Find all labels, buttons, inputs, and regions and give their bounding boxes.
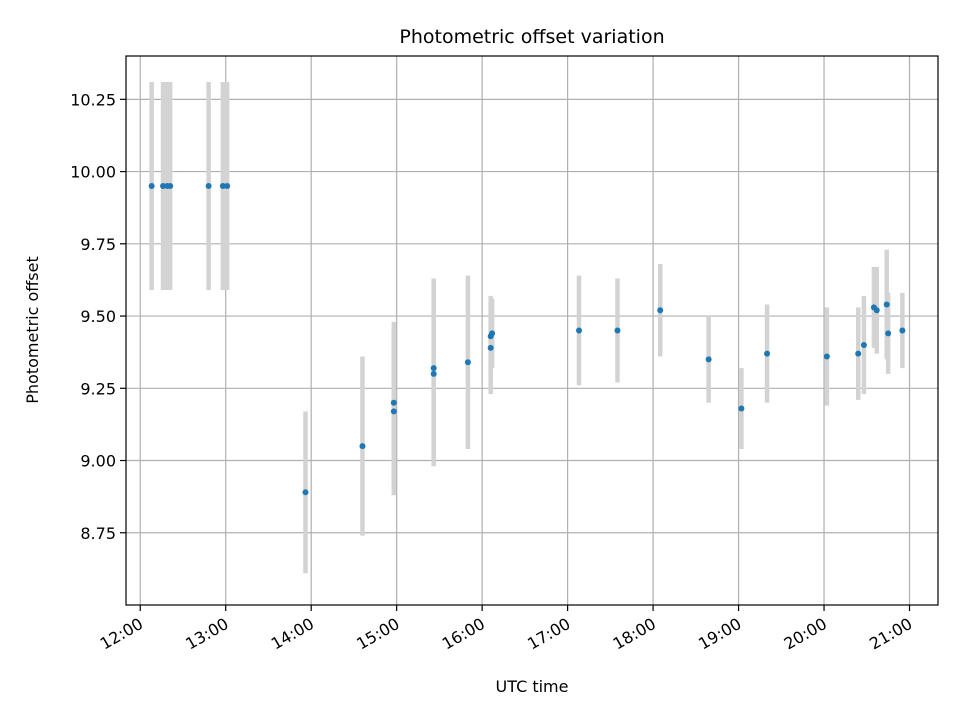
data-point bbox=[430, 365, 437, 372]
data-point bbox=[764, 350, 771, 357]
y-tick-label: 10.25 bbox=[70, 90, 116, 109]
data-point bbox=[738, 405, 745, 412]
data-point bbox=[464, 359, 471, 366]
data-point bbox=[860, 341, 867, 348]
data-point bbox=[576, 327, 583, 334]
data-point bbox=[614, 327, 621, 334]
data-point bbox=[885, 330, 892, 337]
data-point bbox=[224, 183, 231, 190]
data-point bbox=[219, 183, 226, 190]
y-axis-label: Photometric offset bbox=[23, 256, 42, 404]
data-point bbox=[899, 327, 906, 334]
chart-title: Photometric offset variation bbox=[399, 26, 664, 48]
data-point bbox=[205, 183, 212, 190]
y-tick-label: 9.00 bbox=[80, 452, 116, 471]
y-tick-label: 10.00 bbox=[70, 163, 116, 182]
y-tick-label: 8.75 bbox=[80, 524, 116, 543]
data-point bbox=[390, 399, 397, 406]
data-point bbox=[302, 489, 309, 496]
data-point bbox=[823, 353, 830, 360]
data-point bbox=[883, 301, 890, 308]
data-point bbox=[489, 330, 496, 337]
data-point bbox=[487, 344, 494, 351]
y-tick-label: 9.25 bbox=[80, 379, 116, 398]
data-point bbox=[160, 183, 167, 190]
data-point bbox=[148, 183, 155, 190]
data-point bbox=[657, 307, 664, 314]
data-point bbox=[705, 356, 712, 363]
x-axis-label: UTC time bbox=[496, 677, 569, 696]
data-points bbox=[148, 183, 906, 496]
data-point bbox=[167, 183, 174, 190]
data-point bbox=[359, 443, 366, 450]
y-tick-label: 9.50 bbox=[80, 307, 116, 326]
data-point bbox=[873, 307, 880, 314]
y-axis-ticks: 8.75 9.00 9.25 9.50 9.75 10.00 10.25 bbox=[70, 90, 126, 543]
data-point bbox=[430, 370, 437, 377]
data-point bbox=[855, 350, 862, 357]
grid bbox=[126, 56, 938, 605]
y-tick-label: 9.75 bbox=[80, 235, 116, 254]
plot-frame bbox=[125, 55, 939, 606]
data-point bbox=[390, 408, 397, 415]
